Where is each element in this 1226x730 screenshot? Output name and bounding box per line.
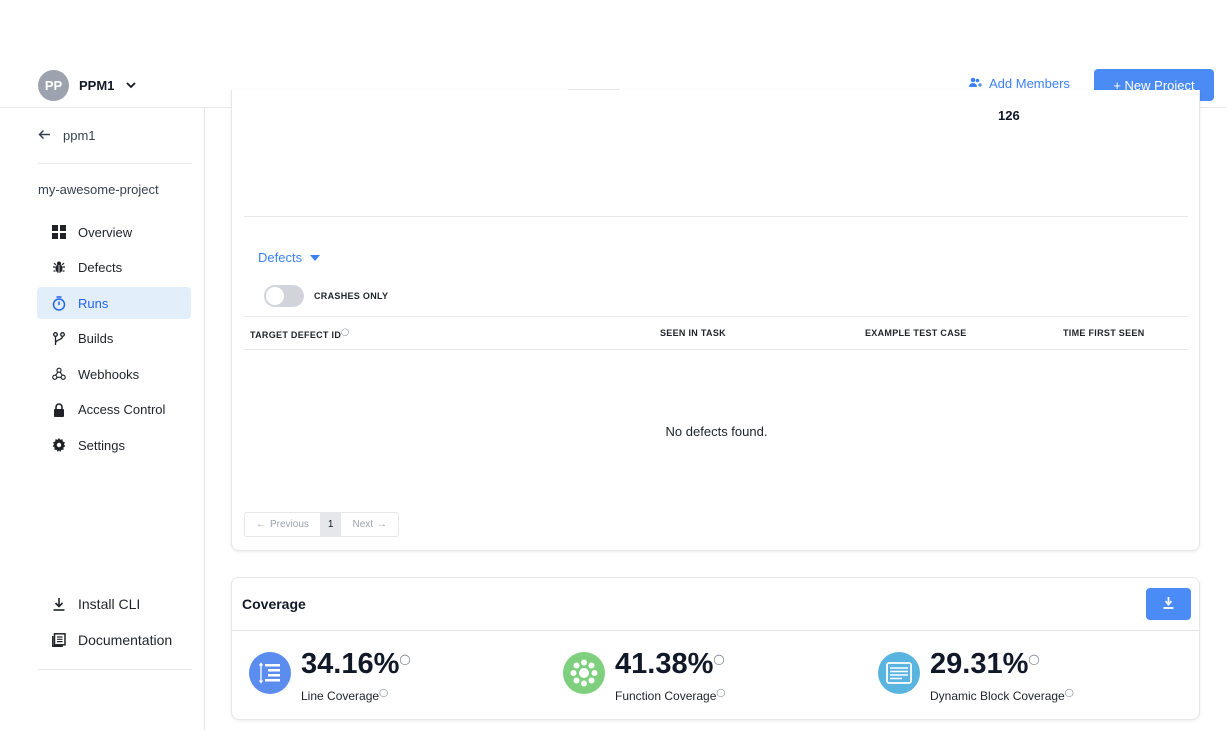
function-coverage-icon: [563, 652, 605, 694]
coverage-panel: Coverage 34.16%◯ Line Coverage◯ 41.38%◯ …: [231, 577, 1200, 720]
sidebar-item-label: Defects: [78, 260, 123, 275]
coverage-download-button[interactable]: [1146, 588, 1191, 620]
section-divider: [244, 216, 1188, 217]
crashes-only-label: CRASHES ONLY: [314, 291, 389, 301]
gear-icon: [52, 438, 66, 452]
sidebar-item-label: Settings: [78, 437, 125, 453]
crashes-only-toggle-row: CRASHES ONLY: [264, 285, 388, 307]
branch-icon: [52, 331, 66, 346]
next-page-button[interactable]: Next →: [341, 513, 398, 536]
lock-icon: [52, 402, 66, 417]
chevron-down-icon: [126, 80, 137, 92]
sidebar-item-access-control[interactable]: Access Control: [37, 394, 191, 426]
add-members-link[interactable]: Add Members: [969, 76, 1070, 91]
column-header-seen-in-task[interactable]: SEEN IN TASK: [660, 328, 726, 338]
help-icon[interactable]: ◯: [716, 688, 726, 697]
previous-page-button[interactable]: ← Previous: [245, 513, 320, 536]
sidebar-item-label: Builds: [78, 331, 114, 346]
defects-dropdown-label: Defects: [258, 250, 303, 265]
caret-down-icon: [310, 254, 321, 261]
bug-icon: [52, 261, 66, 275]
sidebar-item-label: Install CLI: [78, 596, 141, 612]
sidebar: ppm1 my-awesome-project Overview Defects: [0, 108, 205, 730]
help-icon[interactable]: ◯: [341, 329, 350, 336]
sidebar-divider: [38, 163, 192, 164]
avatar: PP: [38, 70, 69, 101]
column-header-time-first-seen[interactable]: TIME FIRST SEEN: [1063, 328, 1145, 338]
stopwatch-icon: [52, 295, 66, 311]
arrow-left-icon: [38, 128, 51, 143]
line-coverage-label: Line Coverage◯: [301, 688, 388, 703]
book-icon: [52, 632, 66, 647]
column-header-target-defect-id[interactable]: TARGET DEFECT ID◯: [250, 328, 349, 340]
sidebar-bottom: Install CLI Documentation: [37, 588, 191, 659]
help-icon[interactable]: ◯: [399, 654, 411, 666]
sidebar-item-label: Runs: [78, 295, 109, 311]
sidebar-divider: [38, 669, 192, 670]
help-icon[interactable]: ◯: [1028, 654, 1040, 666]
back-link-label: ppm1: [63, 128, 96, 143]
defects-panel: 126 Defects CRASHES ONLY TARGET DEFECT I…: [231, 90, 1200, 551]
defects-dropdown[interactable]: Defects: [258, 250, 321, 265]
coverage-divider: [232, 630, 1199, 631]
add-user-icon: [969, 76, 983, 91]
metric-value: 41.38%: [615, 648, 714, 680]
sidebar-item-label: Access Control: [78, 402, 166, 417]
dynamic-block-coverage-label: Dynamic Block Coverage◯: [930, 688, 1074, 703]
column-header-example-test-case[interactable]: EXAMPLE TEST CASE: [865, 328, 967, 338]
download-icon: [52, 597, 66, 611]
sidebar-item-builds[interactable]: Builds: [37, 323, 191, 355]
sidebar-item-label: Webhooks: [78, 366, 140, 382]
project-label: my-awesome-project: [38, 182, 159, 197]
metric-value: 34.16%: [301, 648, 400, 680]
sidebar-item-runs[interactable]: Runs: [37, 287, 191, 319]
sidebar-item-install-cli[interactable]: Install CLI: [37, 588, 191, 620]
coverage-title: Coverage: [242, 596, 306, 612]
sidebar-item-settings[interactable]: Settings: [37, 429, 191, 461]
dynamic-block-coverage-value: 29.31%◯: [930, 648, 1040, 681]
function-coverage-value: 41.38%◯: [615, 648, 725, 681]
download-icon: [1163, 596, 1174, 612]
next-label: Next: [352, 519, 374, 530]
sidebar-item-documentation[interactable]: Documentation: [37, 624, 191, 656]
metric-label: Dynamic Block Coverage: [930, 689, 1065, 703]
sidebar-item-overview[interactable]: Overview: [37, 216, 191, 248]
metric-value: 29.31%: [930, 648, 1029, 680]
sidebar-nav: Overview Defects Runs Builds: [37, 216, 191, 465]
sidebar-item-webhooks[interactable]: Webhooks: [37, 358, 191, 390]
back-link[interactable]: ppm1: [38, 128, 96, 143]
toggle-knob: [266, 287, 284, 305]
help-icon[interactable]: ◯: [713, 654, 725, 666]
project-name: PPM1: [79, 78, 115, 93]
header-divider: [568, 89, 620, 90]
pagination: ← Previous 1 Next →: [244, 512, 400, 537]
line-coverage-icon: [249, 652, 291, 694]
dynamic-block-coverage-icon: [878, 652, 920, 694]
metric-label: Function Coverage: [615, 689, 717, 703]
empty-state-message: No defects found.: [665, 424, 768, 439]
crashes-only-toggle[interactable]: [264, 285, 304, 307]
help-icon[interactable]: ◯: [379, 688, 389, 697]
defects-table-header: TARGET DEFECT ID◯ SEEN IN TASK EXAMPLE T…: [244, 316, 1188, 350]
function-coverage-label: Function Coverage◯: [615, 688, 725, 703]
project-switcher[interactable]: PP PPM1: [38, 70, 137, 101]
metric-label: Line Coverage: [301, 689, 380, 703]
previous-label: Previous: [270, 519, 309, 530]
sidebar-item-label: Documentation: [78, 631, 173, 648]
webhook-icon: [52, 367, 66, 381]
grid-icon: [52, 225, 66, 239]
sidebar-item-defects[interactable]: Defects: [37, 252, 191, 284]
page-number-current[interactable]: 1: [319, 513, 342, 536]
column-header-label: TARGET DEFECT ID: [250, 330, 342, 340]
arrow-right-icon: →: [377, 519, 388, 530]
help-icon[interactable]: ◯: [1064, 688, 1074, 697]
line-coverage-value: 34.16%◯: [301, 648, 411, 681]
arrow-left-icon: ←: [256, 519, 266, 530]
add-members-label: Add Members: [989, 76, 1070, 91]
sidebar-item-label: Overview: [78, 224, 133, 240]
stat-value: 126: [998, 108, 1020, 123]
